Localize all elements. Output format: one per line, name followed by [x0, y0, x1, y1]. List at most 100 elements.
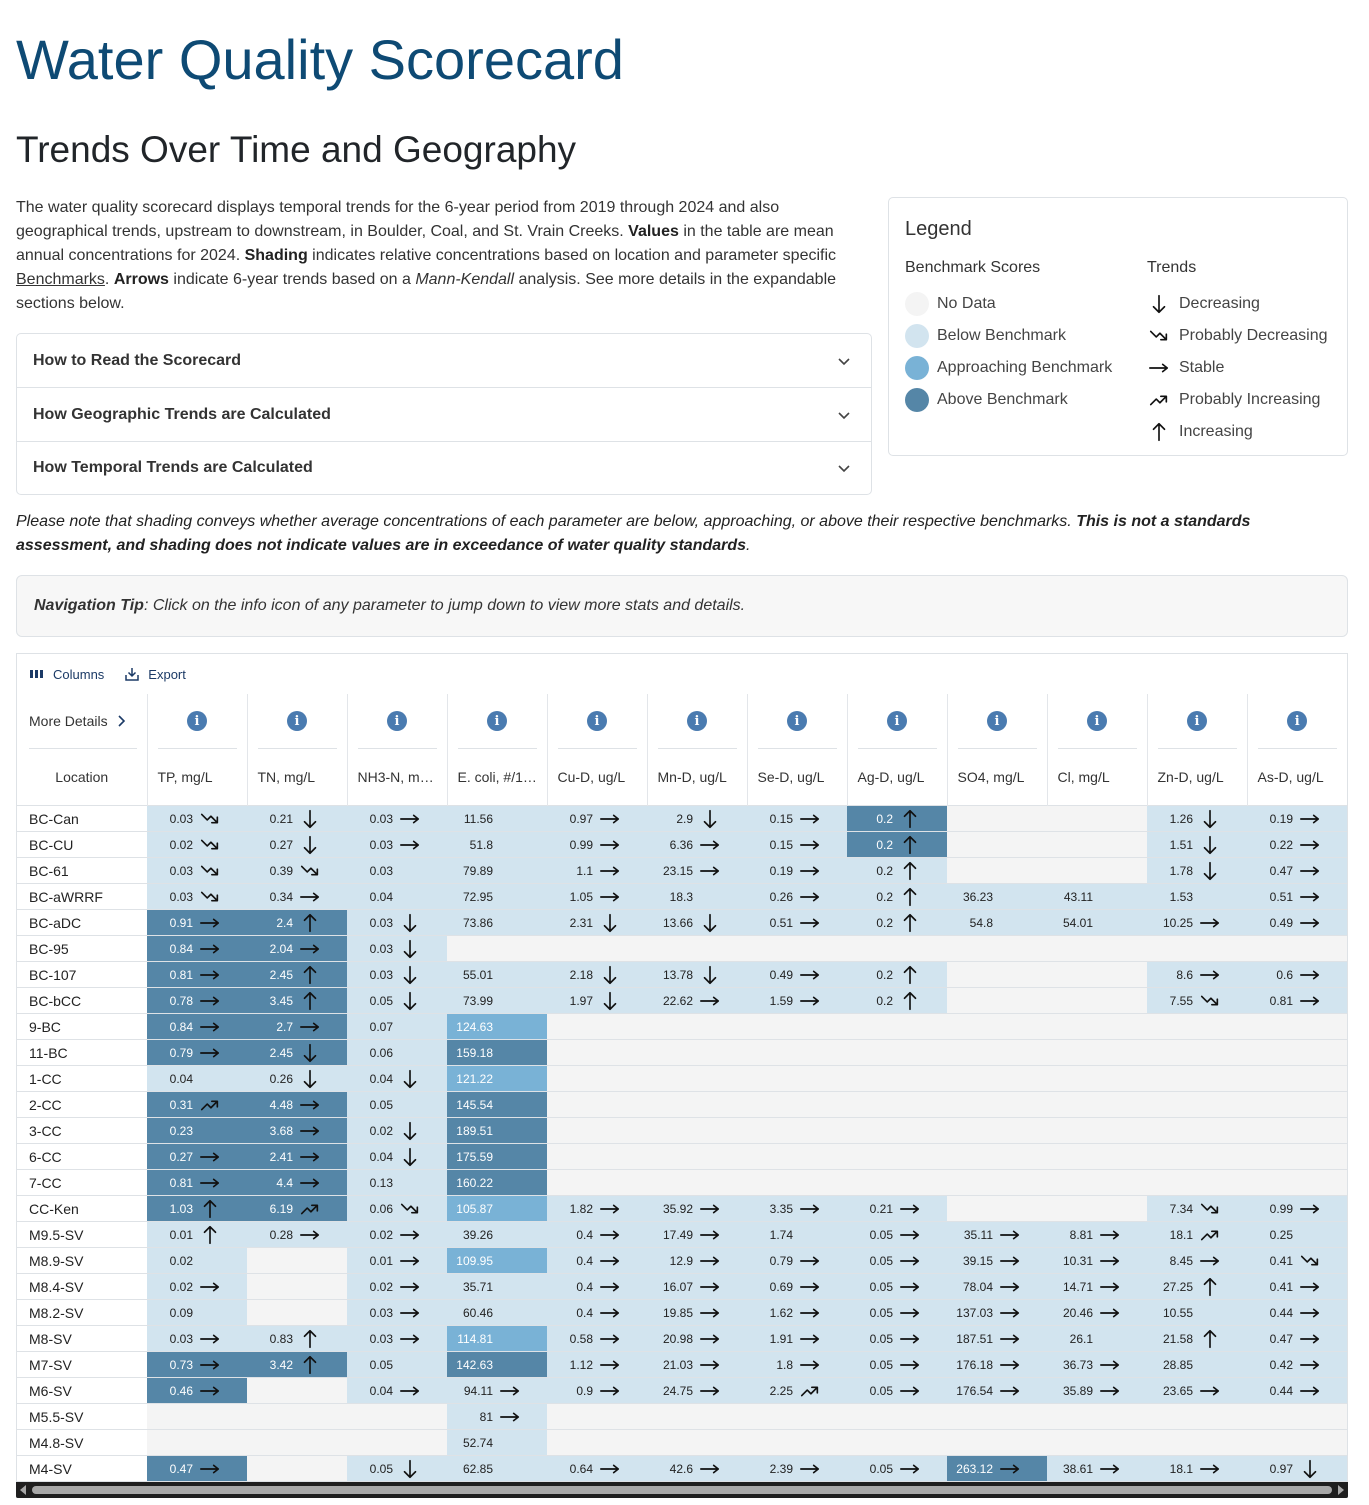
value-cell: [547, 1143, 647, 1170]
arrow-right-icon: [799, 1353, 829, 1377]
info-icon[interactable]: i: [287, 711, 307, 731]
cell-value: 35.11: [963, 1227, 993, 1242]
arrow-right-icon: [299, 1145, 329, 1169]
value-cell: 1.53: [1147, 883, 1247, 910]
column-header[interactable]: Zn-D, ug/L: [1157, 769, 1224, 785]
accordion-item-geographic-trends[interactable]: How Geographic Trends are Calculated: [17, 388, 871, 442]
value-cell: 109.95: [447, 1247, 547, 1274]
column-header[interactable]: NH3-N, m…: [357, 769, 434, 785]
horizontal-scrollbar[interactable]: [16, 1482, 1348, 1498]
value-cell: 145.54: [447, 1091, 547, 1118]
arrow-right-icon: [999, 1223, 1029, 1247]
info-button[interactable]: i: [357, 694, 437, 749]
info-icon[interactable]: i: [587, 711, 607, 731]
cell-value: 0.01: [169, 1227, 193, 1242]
column-header[interactable]: Ag-D, ug/L: [857, 769, 925, 785]
value-cell: [1147, 1429, 1247, 1456]
info-button[interactable]: i: [757, 694, 837, 749]
arrow-right-icon: [199, 989, 229, 1013]
info-icon[interactable]: i: [487, 711, 507, 731]
value-cell: [247, 1273, 347, 1300]
value-cell: 1.26: [1147, 805, 1247, 832]
info-icon[interactable]: i: [1087, 711, 1107, 731]
value-cell: 6.36: [647, 831, 747, 858]
cell-value: 0.4: [576, 1227, 593, 1242]
arrow-right-icon: [699, 1301, 729, 1325]
value-cell: [947, 805, 1047, 832]
column-header[interactable]: TN, mg/L: [257, 769, 316, 785]
value-cell: 24.75: [647, 1377, 747, 1404]
cell-value: 0.2: [876, 837, 893, 852]
info-button[interactable]: i: [157, 694, 237, 749]
info-button[interactable]: i: [257, 694, 337, 749]
info-icon[interactable]: i: [187, 711, 207, 731]
info-button[interactable]: i: [957, 694, 1037, 749]
info-button[interactable]: i: [657, 694, 737, 749]
header-parameter: i As-D, ug/L: [1247, 694, 1347, 806]
benchmarks-link[interactable]: Benchmarks: [16, 271, 105, 288]
legend-label: Above Benchmark: [937, 391, 1068, 408]
scroll-left-icon[interactable]: [20, 1485, 26, 1495]
column-header[interactable]: Cu-D, ug/L: [557, 769, 626, 785]
value-cell: [1247, 1169, 1347, 1196]
accordion-item-temporal-trends[interactable]: How Temporal Trends are Calculated: [17, 442, 871, 494]
scrollbar-thumb[interactable]: [32, 1486, 1332, 1494]
more-details-button[interactable]: More Details: [29, 694, 137, 749]
value-cell: 0.97: [547, 805, 647, 832]
info-button[interactable]: i: [1157, 694, 1237, 749]
value-cell: 0.2: [847, 987, 947, 1014]
scroll-right-icon[interactable]: [1338, 1485, 1344, 1495]
table-row: 1-CC 0.04 0.26 0.04 121.22: [17, 1065, 1347, 1092]
value-cell: 28.85: [1147, 1351, 1247, 1378]
value-cell: 0.2: [847, 831, 947, 858]
info-icon[interactable]: i: [687, 711, 707, 731]
column-header[interactable]: Cl, mg/L: [1057, 769, 1110, 785]
info-icon[interactable]: i: [987, 711, 1007, 731]
info-icon[interactable]: i: [387, 711, 407, 731]
cell-value: 13.78: [662, 967, 693, 982]
cell-value: 0.34: [269, 889, 293, 904]
column-header[interactable]: TP, mg/L: [157, 769, 213, 785]
info-icon[interactable]: i: [1187, 711, 1207, 731]
value-cell: 35.89: [1047, 1377, 1147, 1404]
column-header[interactable]: Se-D, ug/L: [757, 769, 825, 785]
legend-item-decreasing: Decreasing: [1147, 288, 1328, 320]
cell-value: 0.03: [369, 967, 393, 982]
info-button[interactable]: i: [1057, 694, 1137, 749]
column-header[interactable]: SO4, mg/L: [957, 769, 1025, 785]
value-cell: 0.05: [347, 1091, 447, 1118]
value-cell: 0.41: [1247, 1247, 1347, 1274]
accordion-item-read-scorecard[interactable]: How to Read the Scorecard: [17, 334, 871, 388]
value-cell: 0.03: [347, 909, 447, 936]
export-button[interactable]: Export: [124, 666, 186, 682]
value-cell: [747, 1117, 847, 1144]
cell-value: 0.21: [269, 811, 293, 826]
value-cell: [1047, 857, 1147, 884]
cell-value: 0.2: [876, 863, 893, 878]
columns-button[interactable]: Columns: [29, 667, 104, 682]
column-header[interactable]: Mn-D, ug/L: [657, 769, 727, 785]
info-button[interactable]: i: [557, 694, 637, 749]
cell-value: 0.83: [269, 1331, 293, 1346]
info-button[interactable]: i: [857, 694, 937, 749]
arrow-right-icon: [1099, 1301, 1129, 1325]
value-cell: [1047, 1091, 1147, 1118]
arrow-right-icon: [1299, 1327, 1329, 1351]
cell-value: 0.39: [269, 863, 293, 878]
value-cell: [1047, 1013, 1147, 1040]
table-row: BC-bCC 0.78 3.45 0.05 73.99 1.97 22.62 1.59 0.2 7…: [17, 987, 1347, 1014]
info-icon[interactable]: i: [1287, 711, 1308, 731]
column-header[interactable]: E. coli, #/1…: [457, 769, 537, 785]
info-button[interactable]: i: [1257, 694, 1337, 749]
location-header[interactable]: Location: [55, 769, 109, 785]
location-cell: 2-CC: [17, 1091, 147, 1118]
info-icon[interactable]: i: [787, 711, 807, 731]
arrow-right-icon: [299, 1015, 329, 1039]
value-cell: 0.02: [347, 1221, 447, 1248]
column-header[interactable]: As-D, ug/L: [1257, 769, 1324, 785]
location-cell: BC-aDC: [17, 909, 147, 936]
value-cell: [547, 1091, 647, 1118]
legend-label: No Data: [937, 295, 996, 312]
info-icon[interactable]: i: [887, 711, 907, 731]
info-button[interactable]: i: [457, 694, 537, 749]
